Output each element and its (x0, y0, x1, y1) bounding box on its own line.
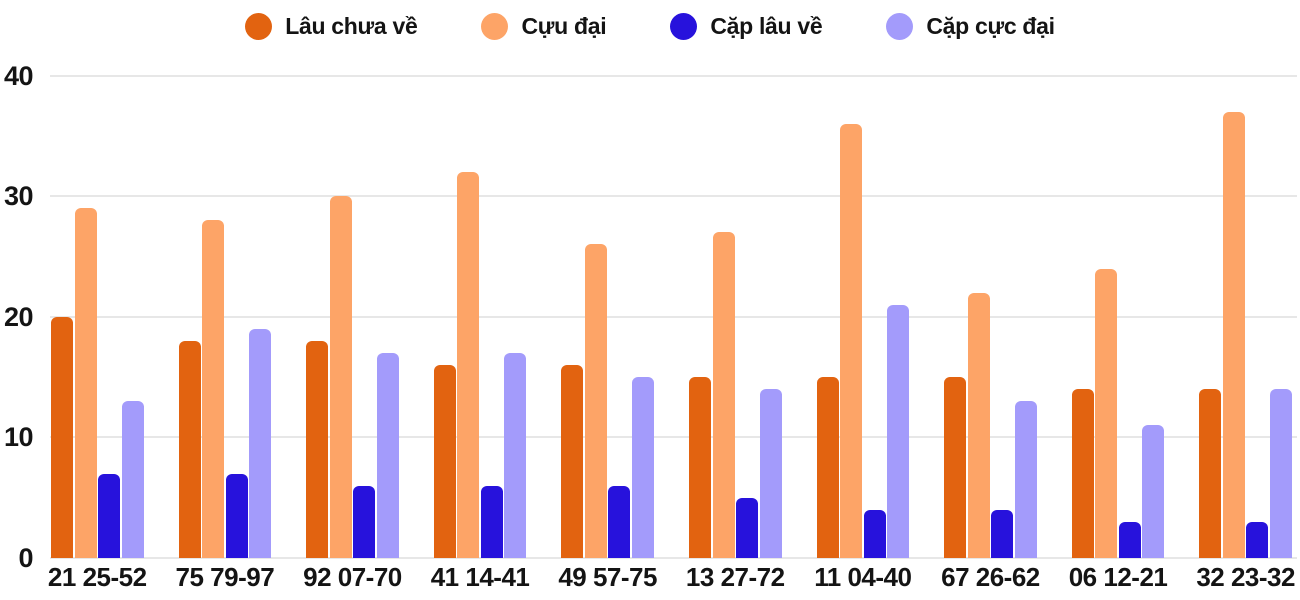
legend-marker-icon (245, 12, 273, 40)
legend-label: Lâu chưa về (285, 12, 418, 39)
legend-marker-icon (886, 12, 914, 40)
y-axis-tick-label: 30 (3, 181, 34, 212)
bar-lâu-chưa-về-13-27-72[interactable] (689, 377, 711, 558)
bar-cặp-cực-đại-92-07-70[interactable] (376, 352, 399, 558)
bar-cặp-lâu-về-21-25-52[interactable] (98, 473, 120, 558)
legend-item-cap-lau-ve[interactable]: Cặp lâu về (670, 12, 823, 40)
bar-cặp-cực-đại-11-04-40[interactable] (887, 304, 910, 558)
x-axis-category-label: 11 04-40 (814, 562, 912, 592)
x-axis-category-label: 13 27-72 (685, 562, 785, 592)
bar-cựu-đại-75-79-97[interactable] (202, 220, 225, 558)
bar-cặp-lâu-về-92-07-70[interactable] (353, 485, 376, 558)
legend-label: Cặp lâu về (710, 12, 823, 39)
x-axis-category-label: 75 79-97 (175, 562, 275, 592)
x-axis-category-label: 67 26-62 (941, 562, 1040, 592)
bar-lâu-chưa-về-75-79-97[interactable] (178, 340, 201, 558)
y-axis-tick-label: 0 (18, 543, 33, 573)
bar-cặp-lâu-về-13-27-72[interactable] (736, 497, 758, 558)
bar-cặp-cực-đại-67-26-62[interactable] (1014, 401, 1037, 558)
legend-marker-icon (481, 12, 509, 40)
gridline-y-10 (50, 436, 1297, 439)
bar-cặp-cực-đại-41-14-41[interactable] (504, 352, 527, 558)
x-axis-category-label: 32 23-32 (1196, 562, 1295, 592)
y-axis-tick-label: 20 (3, 301, 34, 332)
gridline-y-40 (50, 74, 1297, 77)
bar-cặp-lâu-về-75-79-97[interactable] (225, 473, 248, 558)
bar-cặp-cực-đại-13-27-72[interactable] (759, 389, 782, 558)
bar-cựu-đại-67-26-62[interactable] (967, 292, 990, 558)
bar-cặp-cực-đại-49-57-75[interactable] (631, 377, 654, 558)
bar-cặp-cực-đại-21-25-52[interactable] (121, 401, 144, 558)
x-axis-category-label: 41 14-41 (430, 562, 530, 592)
bar-lâu-chưa-về-49-57-75[interactable] (561, 365, 584, 558)
gridline-y-0 (50, 557, 1297, 559)
bar-lâu-chưa-về-21-25-52[interactable] (51, 316, 73, 558)
bar-cựu-đại-32-23-32[interactable] (1222, 111, 1245, 558)
legend-item-cuu-dai[interactable]: Cựu đại (481, 12, 607, 40)
bar-cựu-đại-92-07-70[interactable] (329, 196, 352, 558)
bar-cặp-lâu-về-32-23-32[interactable] (1246, 521, 1269, 558)
bar-cặp-cực-đại-75-79-97[interactable] (249, 328, 272, 558)
bar-lâu-chưa-về-06-12-21[interactable] (1071, 389, 1094, 558)
bar-cựu-đại-49-57-75[interactable] (584, 244, 607, 558)
bar-cựu-đại-06-12-21[interactable] (1095, 268, 1118, 558)
bar-lâu-chưa-về-67-26-62[interactable] (944, 377, 967, 558)
bar-cựu-đại-41-14-41[interactable] (457, 172, 480, 558)
bar-cặp-cực-đại-06-12-21[interactable] (1142, 425, 1165, 558)
bar-cặp-lâu-về-41-14-41[interactable] (480, 485, 503, 558)
x-axis-category-label: 49 57-75 (558, 562, 657, 592)
y-axis-tick-label: 40 (3, 60, 34, 91)
y-axis-tick-label: 10 (3, 422, 34, 453)
x-axis-category-label: 92 07-70 (303, 562, 402, 592)
x-axis-category-label: 21 25-52 (47, 562, 147, 592)
gridline-y-20 (50, 315, 1297, 318)
bar-cựu-đại-21-25-52[interactable] (74, 208, 97, 558)
legend-label: Cặp cực đại (926, 12, 1055, 39)
bar-cặp-lâu-về-06-12-21[interactable] (1118, 521, 1141, 558)
bar-cặp-cực-đại-32-23-32[interactable] (1269, 389, 1292, 558)
chart-legend: Lâu chưa về Cựu đại Cặp lâu về Cặp cực đ… (0, 6, 1300, 46)
bar-cặp-lâu-về-49-57-75[interactable] (608, 485, 631, 558)
gridline-y-30 (50, 195, 1297, 198)
bar-cặp-lâu-về-11-04-40[interactable] (863, 509, 886, 558)
legend-marker-icon (670, 12, 698, 40)
bar-lâu-chưa-về-11-04-40[interactable] (816, 377, 839, 558)
bar-lâu-chưa-về-92-07-70[interactable] (306, 340, 329, 558)
x-axis-category-label: 06 12-21 (1068, 562, 1168, 592)
bar-cựu-đại-11-04-40[interactable] (840, 123, 863, 558)
bar-lâu-chưa-về-41-14-41[interactable] (433, 365, 456, 558)
bar-lâu-chưa-về-32-23-32[interactable] (1199, 389, 1222, 558)
legend-item-lau-chua-ve[interactable]: Lâu chưa về (245, 12, 418, 40)
bar-cựu-đại-13-27-72[interactable] (712, 232, 735, 558)
legend-label: Cựu đại (521, 12, 607, 39)
legend-item-cap-cuc-dai[interactable]: Cặp cực đại (886, 12, 1055, 40)
bar-cặp-lâu-về-67-26-62[interactable] (991, 509, 1014, 558)
